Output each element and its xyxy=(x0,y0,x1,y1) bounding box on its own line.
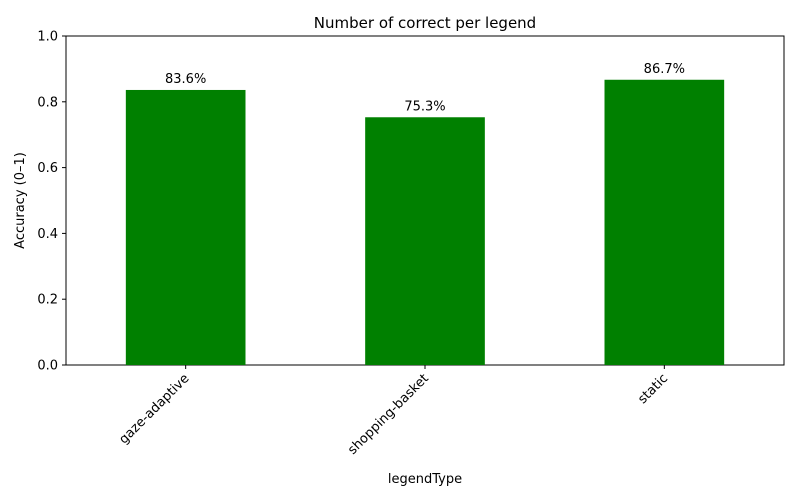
y-axis: 0.0 0.2 0.4 0.6 0.8 1.0 xyxy=(37,30,66,374)
y-tick-label: 0.0 xyxy=(37,359,58,374)
y-tick-label: 0.2 xyxy=(37,293,58,308)
y-tick-label: 0.8 xyxy=(37,95,58,110)
y-tick-label: 0.4 xyxy=(37,227,58,242)
chart-title: Number of correct per legend xyxy=(314,14,536,32)
y-tick-label: 1.0 xyxy=(37,30,58,45)
plot-area: 83.6% 75.3% 86.7% xyxy=(65,35,785,366)
data-label-static: 86.7% xyxy=(644,62,685,77)
y-tick-label: 0.6 xyxy=(37,161,58,176)
bar-gaze-adaptive xyxy=(125,89,246,366)
x-axis-label: legendType xyxy=(388,472,462,487)
bars-layer xyxy=(125,79,725,366)
bar-static xyxy=(604,79,725,365)
data-label-gaze-adaptive: 83.6% xyxy=(165,72,206,87)
bar-shopping-basket xyxy=(365,117,485,365)
data-label-shopping-basket: 75.3% xyxy=(404,99,445,114)
data-labels-layer: 83.6% 75.3% 86.7% xyxy=(165,62,685,115)
y-axis-label: Accuracy (0–1) xyxy=(13,152,28,249)
